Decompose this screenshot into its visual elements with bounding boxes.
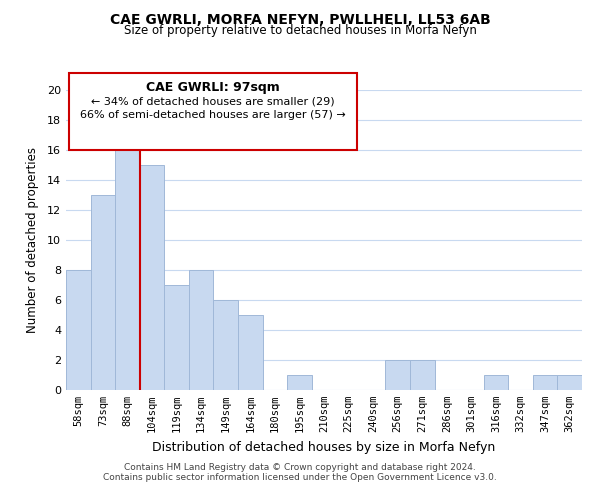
Bar: [533, 375, 557, 390]
Bar: [214, 300, 238, 390]
Bar: [410, 360, 434, 390]
Text: CAE GWRLI, MORFA NEFYN, PWLLHELI, LL53 6AB: CAE GWRLI, MORFA NEFYN, PWLLHELI, LL53 6…: [110, 12, 490, 26]
Bar: [557, 375, 582, 390]
Bar: [115, 135, 140, 390]
X-axis label: Distribution of detached houses by size in Morfa Nefyn: Distribution of detached houses by size …: [152, 440, 496, 454]
Bar: [238, 315, 263, 390]
Bar: [484, 375, 508, 390]
Y-axis label: Number of detached properties: Number of detached properties: [26, 147, 38, 333]
Text: 66% of semi-detached houses are larger (57) →: 66% of semi-detached houses are larger (…: [80, 110, 346, 120]
Text: ← 34% of detached houses are smaller (29): ← 34% of detached houses are smaller (29…: [91, 96, 335, 106]
Bar: [140, 165, 164, 390]
Bar: [287, 375, 312, 390]
Bar: [66, 270, 91, 390]
Text: Contains HM Land Registry data © Crown copyright and database right 2024.: Contains HM Land Registry data © Crown c…: [124, 464, 476, 472]
Bar: [91, 195, 115, 390]
Text: Size of property relative to detached houses in Morfa Nefyn: Size of property relative to detached ho…: [124, 24, 476, 37]
Text: Contains public sector information licensed under the Open Government Licence v3: Contains public sector information licen…: [103, 474, 497, 482]
Bar: [385, 360, 410, 390]
Bar: [189, 270, 214, 390]
Bar: [164, 285, 189, 390]
Text: CAE GWRLI: 97sqm: CAE GWRLI: 97sqm: [146, 82, 280, 94]
